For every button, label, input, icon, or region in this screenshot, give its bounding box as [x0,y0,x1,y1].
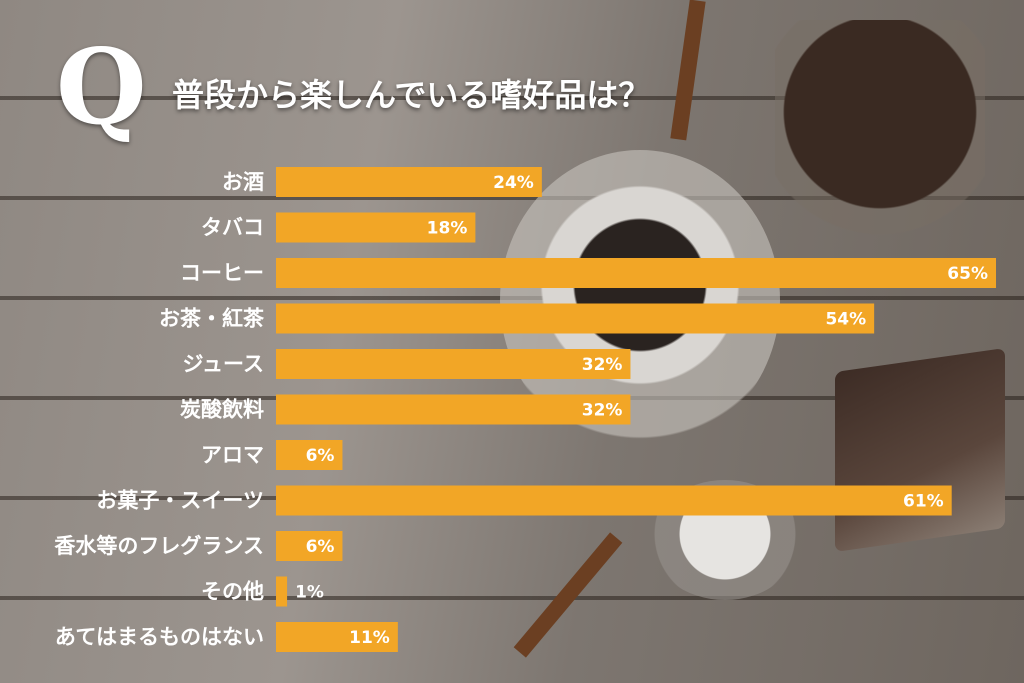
bar [276,576,288,607]
bar-row: アロマ 6% [201,440,343,470]
category-label: その他 [201,580,264,604]
bar-row: ジュース 32% [183,349,631,379]
bar [276,622,398,652]
coffee-bean-jar-illustration [775,20,985,250]
value-label: 65% [947,264,988,284]
bar-row: 炭酸飲料 32% [180,394,631,425]
bar [276,258,996,288]
value-label: 11% [349,628,390,648]
category-label: あてはまるものはない [55,625,264,649]
value-label: 61% [903,492,944,512]
q-letter: Q [56,25,147,148]
category-label: お菓子・スイーツ [96,489,264,513]
bar [276,349,631,379]
value-label: 24% [493,173,534,193]
value-label: 54% [825,310,866,330]
bar-row: コーヒー 65% [180,258,996,288]
page-title: 普段から楽しんでいる嗜好品は？ [172,76,651,114]
category-label: アロマ [201,443,264,467]
value-label: 6% [306,537,335,557]
bar-row: お菓子・スイーツ 61% [96,485,952,516]
bar-row: その他 1% [201,576,324,607]
category-label: お酒 [222,170,264,194]
value-label: 6% [306,446,335,466]
bar [276,531,343,561]
value-label: 18% [427,219,468,239]
bar [276,212,476,243]
category-label: 香水等のフレグランス [54,534,264,558]
value-label: 1% [295,583,324,603]
bar [276,485,952,516]
bar [276,394,631,425]
category-label: お茶・紅茶 [159,307,265,331]
value-label: 32% [582,355,623,375]
bar-row: タバコ 18% [201,212,476,243]
bar-row: お茶・紅茶 54% [159,303,875,334]
category-label: タバコ [201,216,264,240]
bar [276,440,343,470]
category-label: 炭酸飲料 [180,398,264,422]
bar [276,167,542,197]
category-label: ジュース [183,352,264,376]
bar-row: お酒 24% [222,167,542,197]
bar-row: あてはまるものはない 11% [55,622,398,652]
value-label: 32% [582,401,623,421]
bar-row: 香水等のフレグランス 6% [54,531,343,561]
bar [276,303,875,334]
category-label: コーヒー [180,261,264,285]
